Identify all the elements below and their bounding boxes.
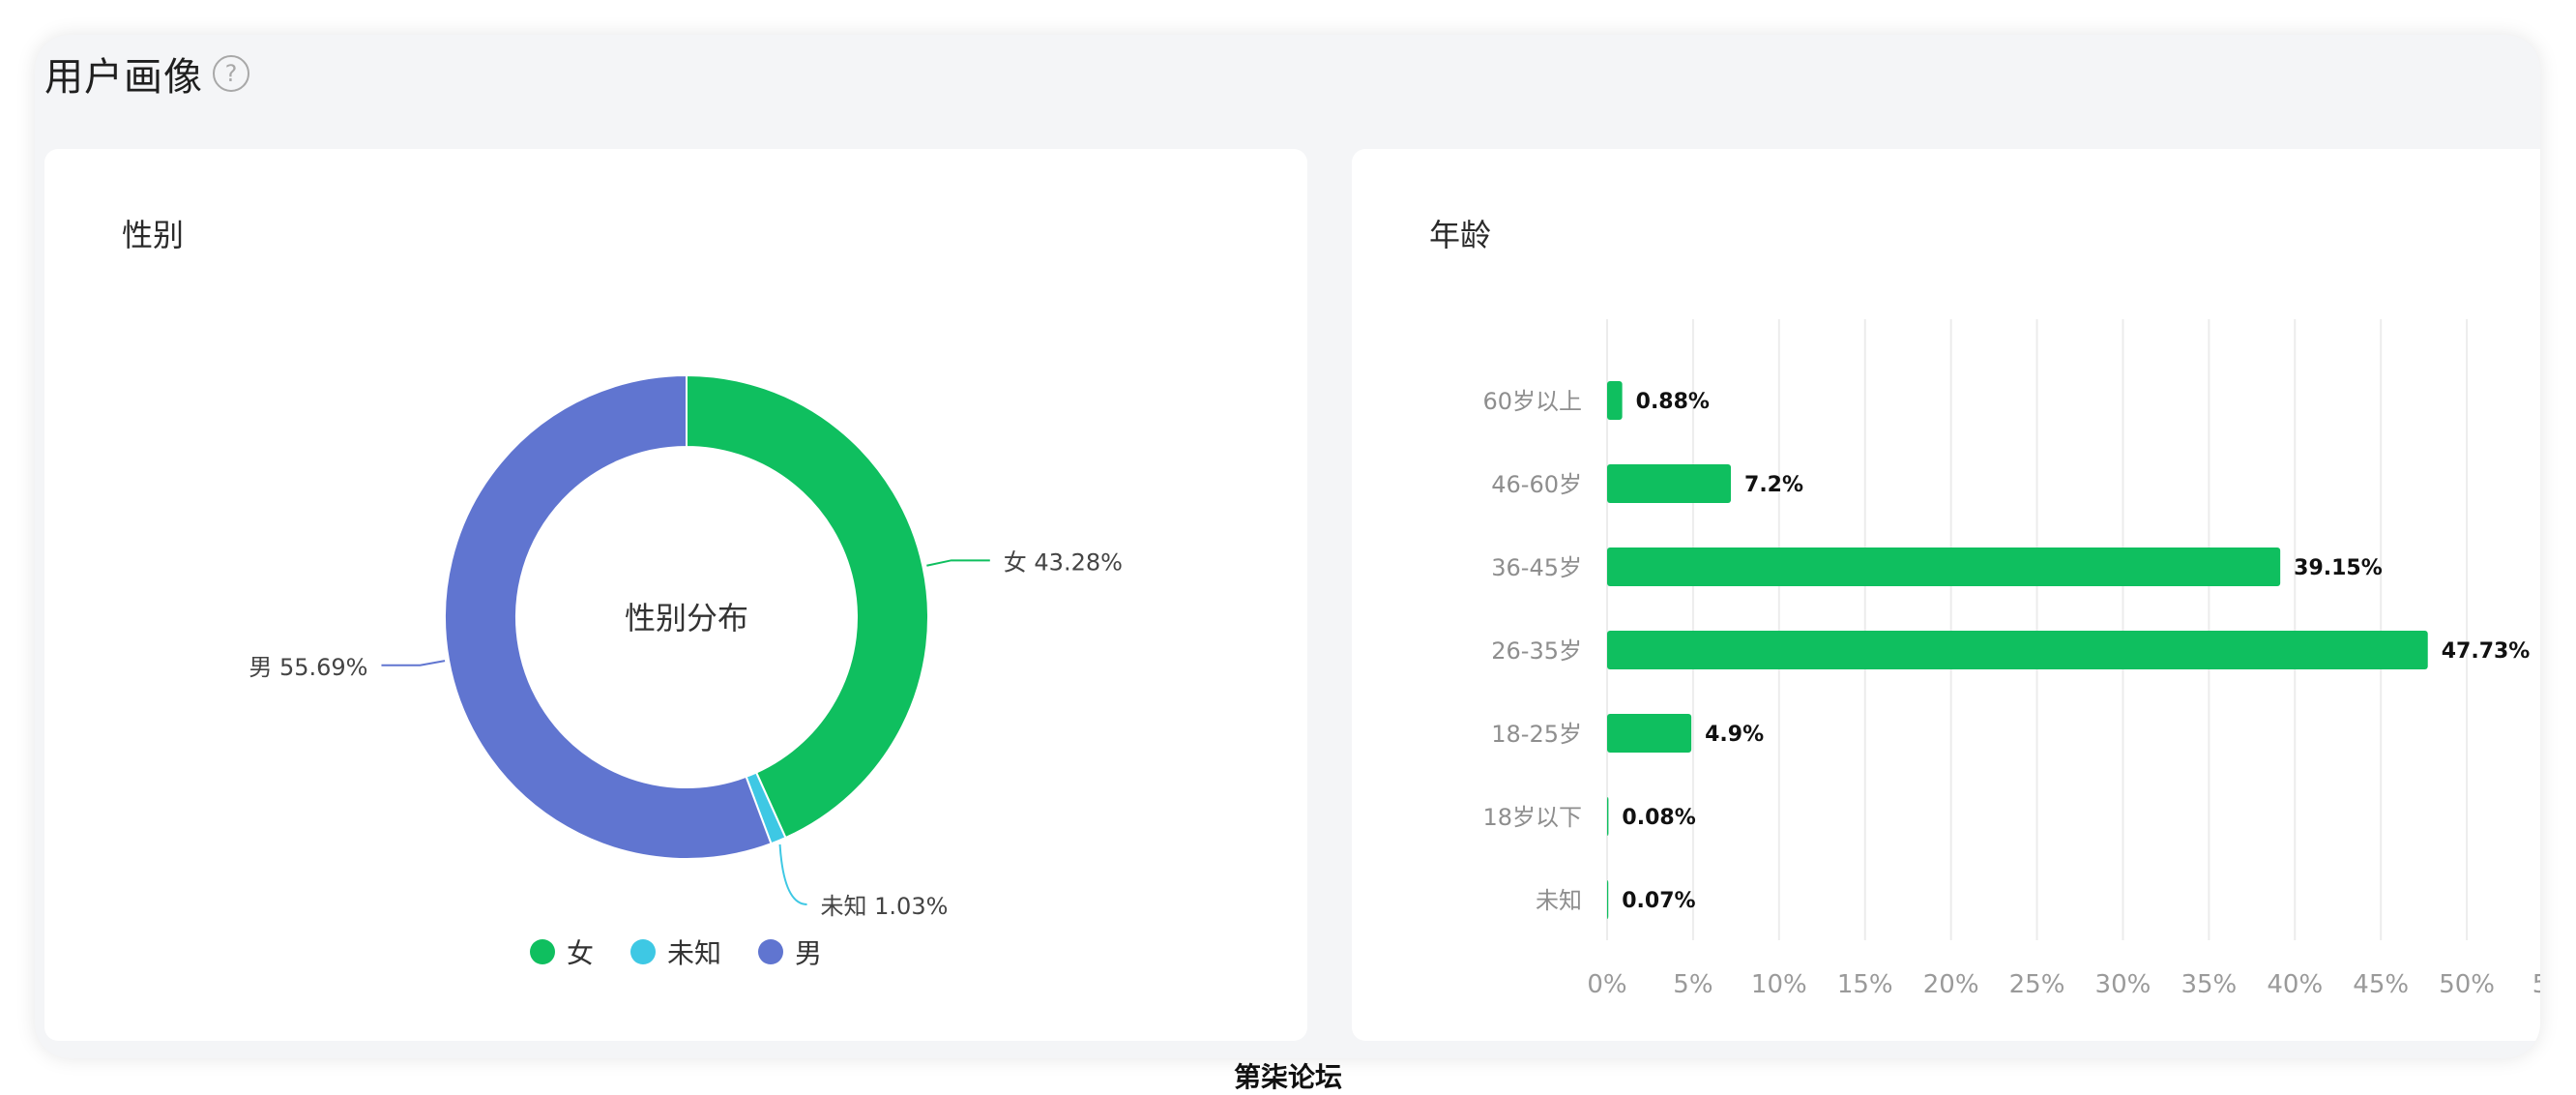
donut-slice-0[interactable]	[686, 373, 929, 840]
slice-label-0: 女 43.28%	[1004, 548, 1123, 576]
bar-value-label-6: 0.07%	[1622, 889, 1695, 913]
bar-value-label-2: 39.15%	[2294, 556, 2383, 580]
bar-value-label-1: 7.2%	[1744, 473, 1803, 497]
bar-value-label-0: 0.88%	[1636, 390, 1710, 414]
user-profile-panel: 用户画像 ? 性别 女 43.28% 未知 1.03% 男 55.69% 性别分布 女…	[35, 35, 2540, 1058]
x-tick-label-6: 30%	[2095, 970, 2152, 999]
age-bar-4[interactable]	[1607, 714, 1692, 753]
age-bar-3[interactable]	[1607, 631, 2428, 669]
legend-item-0[interactable]: 女	[529, 932, 594, 971]
legend-label: 男	[795, 937, 823, 969]
x-tick-label-5: 25%	[2009, 970, 2065, 999]
legend-dot-icon	[529, 939, 555, 964]
y-category-label-2: 36-45岁	[1491, 554, 1582, 581]
legend-item-2[interactable]: 男	[758, 932, 822, 971]
donut-slice-2[interactable]	[444, 373, 773, 860]
x-tick-label-3: 15%	[1837, 970, 1893, 999]
x-tick-label-9: 45%	[2353, 970, 2409, 999]
leader-line-0	[926, 559, 990, 567]
gender-legend: 女 未知 男	[44, 932, 1307, 971]
gender-card: 性别 女 43.28% 未知 1.03% 男 55.69% 性别分布 女 未知 男	[44, 149, 1307, 1041]
x-tick-label-1: 5%	[1673, 970, 1712, 999]
bar-value-label-4: 4.9%	[1705, 723, 1764, 747]
watermark: 第柒论坛	[1233, 1061, 1342, 1093]
slice-label-1: 未知 1.03%	[821, 893, 949, 920]
legend-dot-icon	[758, 939, 783, 964]
x-tick-label-0: 0%	[1587, 970, 1626, 999]
y-category-label-4: 18-25岁	[1491, 721, 1582, 748]
age-bar-1[interactable]	[1607, 464, 1732, 503]
y-category-label-3: 26-35岁	[1491, 637, 1582, 665]
age-card-title: 年龄	[1429, 217, 1492, 253]
x-tick-label-4: 20%	[1923, 970, 1979, 999]
x-tick-label-2: 10%	[1751, 970, 1807, 999]
legend-dot-icon	[629, 939, 656, 964]
y-category-label-1: 46-60岁	[1491, 471, 1582, 498]
age-card: 年龄 0% 5% 10% 15% 20% 25% 30% 35% 40% 45% 50% 5… 60岁以…	[1352, 149, 2540, 1041]
age-bar-6[interactable]	[1607, 880, 1609, 919]
donut-center-label: 性别分布	[625, 600, 748, 636]
legend-label: 女	[566, 937, 594, 969]
age-bar-0[interactable]	[1607, 381, 1623, 420]
x-tick-label-7: 35%	[2181, 970, 2237, 999]
legend-label: 未知	[666, 937, 721, 969]
age-bar-chart: 0% 5% 10% 15% 20% 25% 30% 35% 40% 45% 50% 5… 60岁以上 0.…	[1482, 319, 2540, 999]
y-category-label-6: 未知	[1536, 887, 1582, 914]
y-category-label-5: 18岁以下	[1482, 804, 1582, 831]
gender-card-title: 性别	[122, 217, 185, 253]
section-title: 用户画像	[44, 55, 203, 100]
bar-value-label-5: 0.08%	[1622, 806, 1695, 830]
y-category-label-0: 60岁以上	[1482, 388, 1582, 415]
x-tick-label-10: 50%	[2439, 970, 2495, 999]
x-tick-label-11: 5…	[2532, 970, 2540, 999]
leader-line-1	[778, 843, 807, 905]
bar-value-label-3: 47.73%	[2442, 639, 2531, 664]
question-circle-icon[interactable]: ?	[213, 55, 249, 92]
age-bar-5[interactable]	[1607, 797, 1609, 836]
section-header: 用户画像 ?	[44, 44, 249, 103]
x-tick-label-8: 40%	[2267, 970, 2323, 999]
slice-label-2: 男 55.69%	[249, 654, 367, 681]
leader-line-2	[381, 660, 446, 666]
legend-item-1[interactable]: 未知	[629, 932, 721, 971]
gender-donut-chart: 女 43.28% 未知 1.03% 男 55.69% 性别分布	[249, 373, 1123, 920]
age-bar-2[interactable]	[1607, 548, 2281, 586]
